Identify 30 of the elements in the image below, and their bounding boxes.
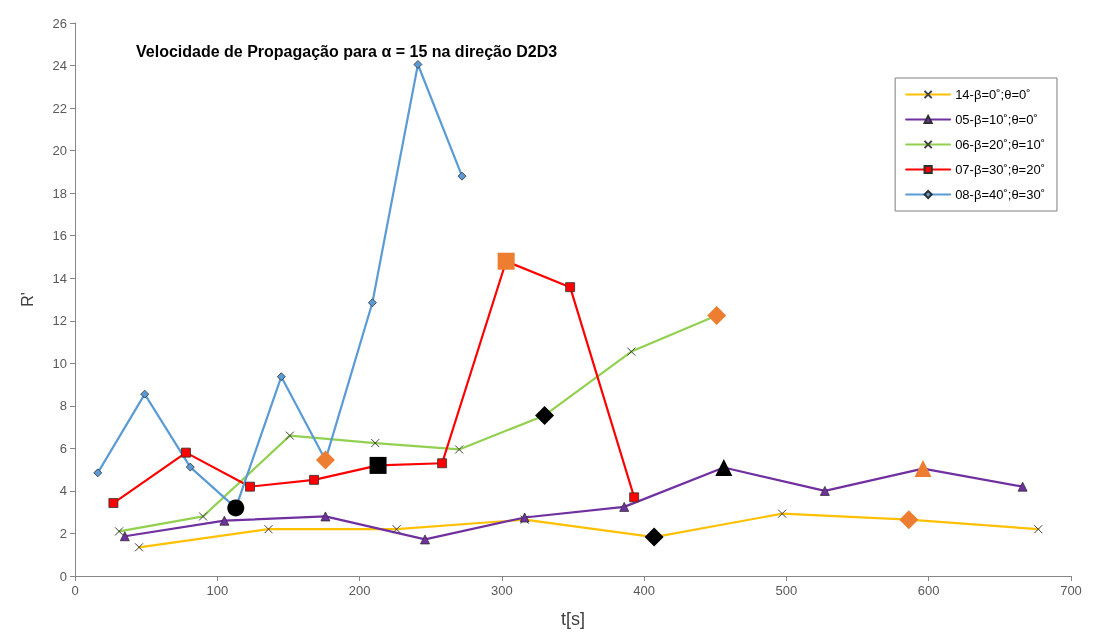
y-tick-label: 4 [59, 483, 67, 499]
y-tick-label: 18 [52, 185, 67, 201]
x-tick-label: 200 [348, 583, 371, 598]
x-axis-title: t[s] [560, 609, 586, 629]
x-tick-label: 300 [491, 583, 513, 598]
legend-label: 08-β=40˚;θ=30˚ [955, 187, 1045, 202]
x-tick-label: 100 [206, 583, 229, 598]
y-tick-label: 16 [52, 228, 67, 244]
y-tick-label: 0 [59, 568, 67, 584]
legend-label: 06-β=20˚;θ=10˚ [955, 137, 1045, 152]
x-tick-label: 500 [775, 583, 798, 598]
legend-label: 14-β=0˚;θ=0˚ [955, 87, 1031, 102]
y-tick-label: 8 [59, 398, 67, 414]
x-tick-label: 700 [1060, 583, 1082, 598]
y-tick-label: 26 [52, 15, 67, 31]
y-tick-label: 20 [52, 143, 67, 159]
y-tick-label: 12 [52, 313, 67, 329]
text: Velocidade de Propagação para α = 15 na direção D2D3 [136, 42, 558, 60]
y-tick-label: 24 [52, 58, 67, 74]
y-tick-label: 22 [52, 100, 67, 116]
y-tick-label: 10 [52, 355, 67, 371]
x-tick-label: 600 [917, 583, 940, 598]
y-tick-label: 6 [59, 440, 67, 456]
x-tick-label: 400 [633, 583, 655, 598]
y-axis-title: R' [18, 292, 36, 307]
y-tick-label: 14 [52, 270, 67, 286]
legend-label: 07-β=30˚;θ=20˚ [955, 162, 1045, 177]
x-tick-label: 0 [71, 583, 79, 598]
y-tick-label: 2 [59, 525, 67, 541]
legend-label: 05-β=10˚;θ=0˚ [955, 112, 1038, 127]
